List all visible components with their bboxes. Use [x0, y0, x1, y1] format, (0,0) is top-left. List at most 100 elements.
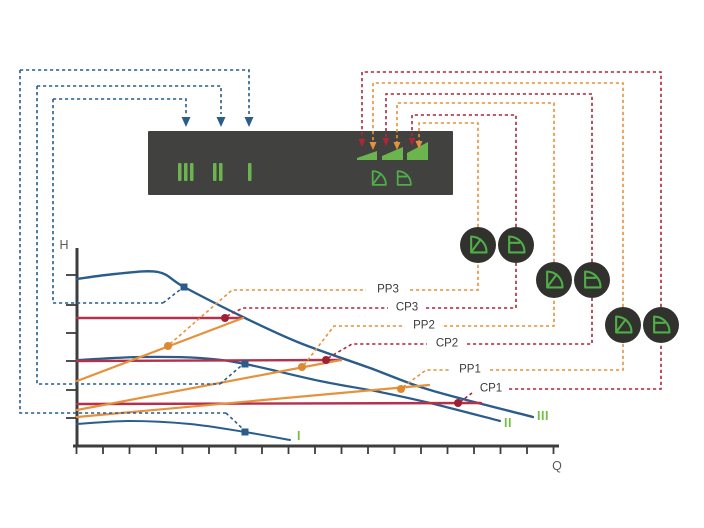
arrowhead [244, 117, 254, 127]
callout-dashed-line [490, 343, 624, 371]
panel-proportional-pressure-icon-inner-line [372, 172, 382, 186]
arrowhead [181, 117, 191, 127]
cp1-mode-icon-outline [653, 315, 671, 334]
callout-dashed-line [467, 298, 593, 345]
arrowhead [216, 117, 226, 127]
speed-bar [190, 163, 194, 181]
arrowhead [408, 138, 416, 146]
curve-ii-duty-point [241, 360, 249, 368]
callout-dashed-line [53, 98, 187, 114]
cp3-mode-icon-background [498, 227, 534, 263]
callout-dashed-line [396, 102, 555, 262]
cp3-mode-icon [508, 235, 526, 254]
cp3-mode-icon-outline [508, 235, 526, 254]
speed-bar [178, 163, 182, 181]
ramp-icon-medium [382, 147, 403, 160]
callout-dashed-line [402, 369, 450, 388]
pp1-mode-icon [615, 315, 633, 334]
pp2-mode-icon-inner-line [546, 273, 558, 288]
panel-proportional-pressure-icon [371, 170, 387, 186]
speed-II-indicator [213, 163, 223, 181]
callout-dashed-line [226, 307, 388, 317]
label-cp3: CP3 [393, 301, 421, 314]
cp2-mode-icon-outline [584, 270, 602, 289]
callout-dashed-line [20, 69, 250, 114]
arrowhead [382, 138, 390, 146]
pp2-line [75, 358, 343, 412]
cp1-operating-point [454, 399, 462, 407]
callout-dashed-line [52, 99, 163, 304]
panel-constant-pressure-icon [396, 170, 412, 186]
callout-dashed-line [327, 343, 427, 359]
curve-i-duty-point [241, 428, 249, 436]
label-pp3: PP3 [375, 283, 401, 296]
pp3-operating-point [164, 342, 172, 350]
callout-dashed-line [162, 288, 182, 304]
callout-dashed-line [219, 365, 242, 385]
callout-dashed-line [444, 298, 555, 327]
callout-dashed-line [19, 70, 226, 414]
cp3-operating-point [221, 314, 229, 322]
callout-dashed-line [385, 93, 593, 262]
pp3-mode-icon-background [460, 227, 496, 263]
cp1-mode-icon-background [643, 307, 679, 343]
panel-proportional-pressure-icon-outline [371, 170, 387, 186]
label-pp1: PP1 [457, 363, 483, 376]
curve-iii-duty-point [180, 283, 188, 291]
callout-dashed-line [303, 325, 404, 366]
cp2-operating-point [322, 356, 330, 364]
pp2-mode-icon-outline [546, 270, 564, 289]
label-pp2: PP2 [411, 319, 437, 332]
speed-I-indicator [248, 163, 252, 181]
arrowhead [358, 139, 366, 147]
callout-dashed-line [509, 343, 662, 390]
cp2-mode-icon-background [574, 262, 610, 298]
callout-dashed-line [361, 71, 662, 307]
pp2-operating-point [298, 363, 306, 371]
curve-label-iii: III [537, 408, 549, 423]
arrowhead [415, 141, 423, 149]
callout-dashed-line [225, 412, 244, 430]
speed-bar [213, 163, 217, 181]
pp1-operating-point [397, 385, 405, 393]
pp3-line [75, 316, 245, 383]
speed-III-indicator [178, 163, 194, 181]
pp1-line [75, 383, 431, 419]
panel-constant-pressure-icon-outline [396, 170, 412, 186]
curve-I [76, 420, 291, 441]
x-axis-label: Q [552, 458, 562, 473]
cp2-mode-icon [584, 270, 602, 289]
pp3-mode-icon-inner-line [470, 238, 482, 253]
label-cp2: CP2 [433, 337, 461, 350]
callout-dashed-line [418, 122, 479, 227]
cp2-line [75, 358, 343, 363]
pp1-mode-icon-outline [615, 315, 633, 334]
cp1-mode-icon [653, 315, 671, 334]
pp1-mode-icon-inner-line [615, 318, 627, 333]
curve-label-i: I [297, 428, 301, 443]
speed-bar [184, 163, 188, 181]
speed-bar [248, 163, 252, 181]
pp3-mode-icon [470, 235, 488, 254]
arrowhead [369, 142, 377, 150]
arrowhead [393, 142, 401, 150]
ramp-icon-large [407, 142, 428, 160]
pp3-mode-icon-outline [470, 235, 488, 254]
label-cp1: CP1 [477, 382, 505, 395]
callout-dashed-line [372, 82, 624, 307]
callout-dashed-line [410, 263, 479, 291]
pp2-mode-icon-background [536, 262, 572, 298]
speed-bar [219, 163, 223, 181]
callout-dashed-line [411, 114, 517, 227]
curve-label-ii: II [504, 415, 512, 430]
ramp-icon-small [357, 151, 377, 160]
pp2-mode-icon [546, 270, 564, 289]
callout-dashed-line [426, 263, 517, 309]
curve-III [75, 270, 535, 419]
cp1-line [75, 401, 483, 406]
y-axis-label: H [59, 237, 69, 252]
callout-dashed-line [459, 392, 473, 403]
callout-dashed-line [36, 86, 220, 385]
